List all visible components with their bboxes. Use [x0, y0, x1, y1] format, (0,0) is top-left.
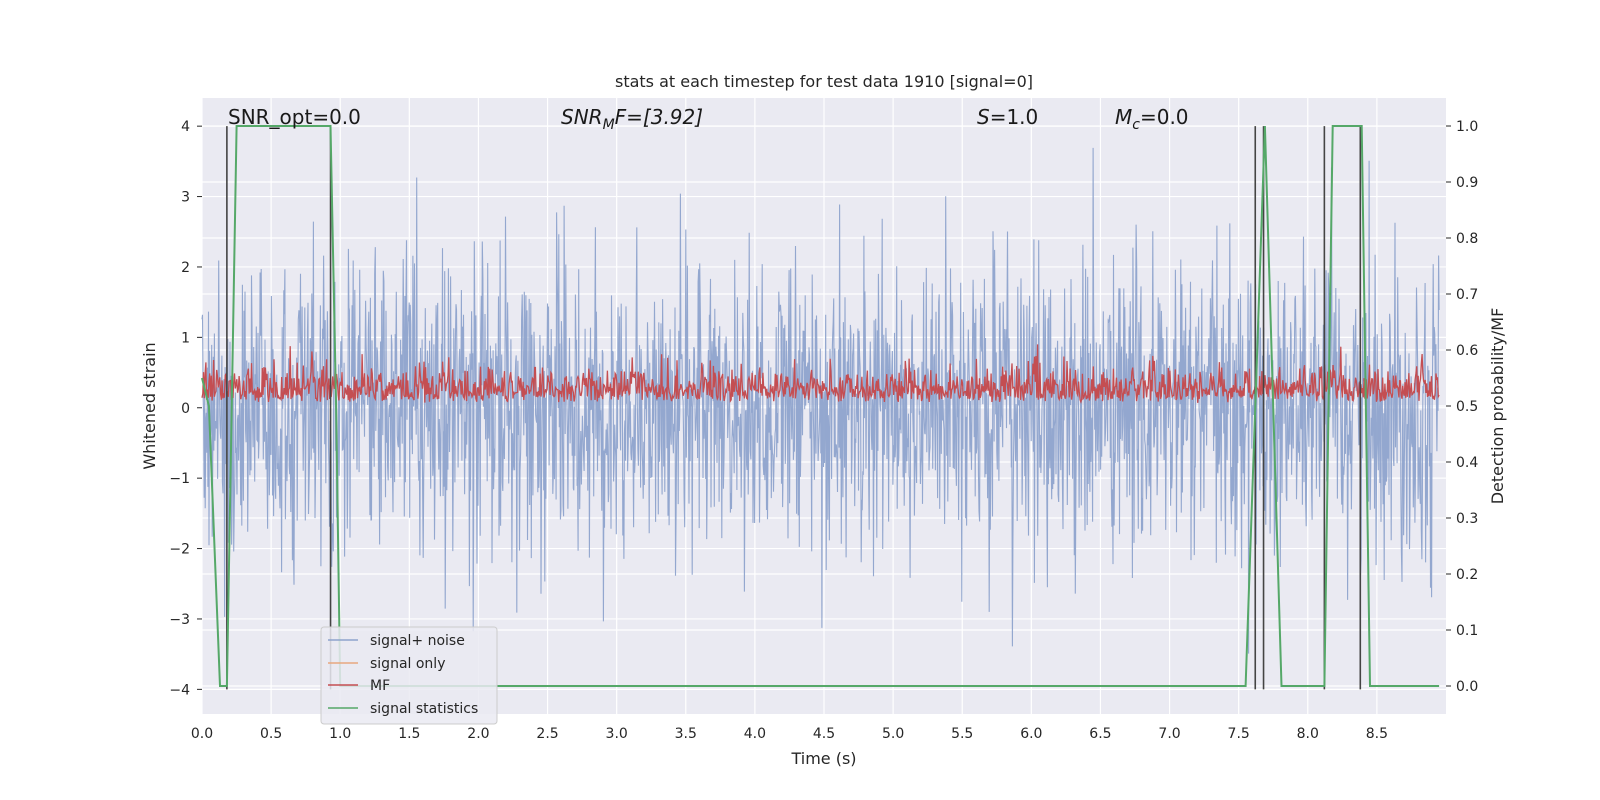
- signal-statistics-line: [201, 125, 1440, 687]
- x-tick-label: 3.5: [675, 726, 697, 742]
- legend-label-signal-statistics: signal statistics: [370, 701, 478, 717]
- y2-tick-label: 0.2: [1456, 567, 1478, 583]
- x-tick-label: 4.0: [744, 726, 766, 742]
- mf-line: [201, 344, 1440, 404]
- y-tick-label: 3: [181, 190, 190, 206]
- annotation-snr-mf: SNRMF=[3.92]: [561, 105, 703, 133]
- y-tick-label: 0: [181, 401, 190, 417]
- x-tick-label: 6.5: [1089, 726, 1111, 742]
- annotation-snr-opt: SNR_opt=0.0: [228, 105, 361, 129]
- x-tick-label: 7.5: [1228, 726, 1250, 742]
- y-tick-label: −1: [169, 471, 190, 487]
- y2-tick-label: 0.3: [1456, 511, 1478, 527]
- signal-statistics-series: [201, 125, 1440, 687]
- y2-axis-label: Detection probability/MF: [1488, 308, 1507, 505]
- y-axis-right: 1.0 0.9 0.8 0.7 0.6 0.5 0.4 0.3 0.2 0.1 0.0: [1446, 119, 1478, 695]
- y2-tick-label: 0.8: [1456, 231, 1478, 247]
- y2-tick-label: 0.4: [1456, 455, 1478, 471]
- signal-noise-series: [201, 147, 1440, 654]
- legend-label-signal-noise: signal+ noise: [370, 633, 465, 649]
- legend-box: [320, 626, 498, 725]
- x-tick-label: 7.0: [1158, 726, 1180, 742]
- vertical-markers: [226, 126, 1362, 690]
- signal-noise-line: [201, 147, 1440, 654]
- y2-tick-label: 0.6: [1456, 343, 1478, 359]
- x-tick-label: 8.5: [1366, 726, 1388, 742]
- y2-tick-label: 0.7: [1456, 287, 1478, 303]
- annotation-mc: Mc=0.0: [1115, 105, 1189, 133]
- y2-tick-label: 1.0: [1456, 119, 1478, 135]
- y-tick-label: 1: [181, 330, 190, 346]
- x-tick-label: 5.5: [951, 726, 973, 742]
- y-tick-label: 2: [181, 260, 190, 276]
- y2-tick-label: 0.0: [1456, 679, 1478, 695]
- legend-label-signal-only: signal only: [370, 656, 445, 672]
- chart-title: stats at each timestep for test data 191…: [615, 72, 1033, 91]
- x-tick-label: 8.0: [1297, 726, 1319, 742]
- y-tick-label: −2: [169, 542, 190, 558]
- x-axis-label: Time (s): [790, 749, 856, 768]
- y-axis-left: 4 3 2 1 0 −1 −2 −3 −4: [169, 119, 202, 698]
- y2-tick-label: 0.5: [1456, 399, 1478, 415]
- x-tick-label: 1.5: [398, 726, 420, 742]
- x-tick-label: 5.0: [882, 726, 904, 742]
- x-tick-label: 3.0: [606, 726, 628, 742]
- x-tick-label: 1.0: [329, 726, 351, 742]
- legend-label-mf: MF: [370, 678, 390, 694]
- x-axis: 0.0 0.5 1.0 1.5 2.0 2.5 3.0 3.5 4.0 4.5 5.0 5.5 6.0 6…: [191, 726, 1388, 742]
- x-tick-label: 4.5: [813, 726, 835, 742]
- annotation-s: S=1.0: [977, 105, 1038, 129]
- y2-tick-label: 0.9: [1456, 175, 1478, 191]
- legend: signal+ noise signal only MF signal stat…: [320, 626, 498, 725]
- y-axis-label: Whitened strain: [140, 342, 159, 469]
- y-tick-label: 4: [181, 119, 190, 135]
- mf-series: [201, 344, 1440, 404]
- y-tick-label: −3: [169, 612, 190, 628]
- x-tick-label: 6.0: [1020, 726, 1042, 742]
- x-tick-label: 2.0: [467, 726, 489, 742]
- y2-tick-label: 0.1: [1456, 623, 1478, 639]
- x-tick-label: 0.0: [191, 726, 213, 742]
- x-tick-label: 0.5: [260, 726, 282, 742]
- y-tick-label: −4: [169, 682, 190, 698]
- x-tick-label: 2.5: [536, 726, 558, 742]
